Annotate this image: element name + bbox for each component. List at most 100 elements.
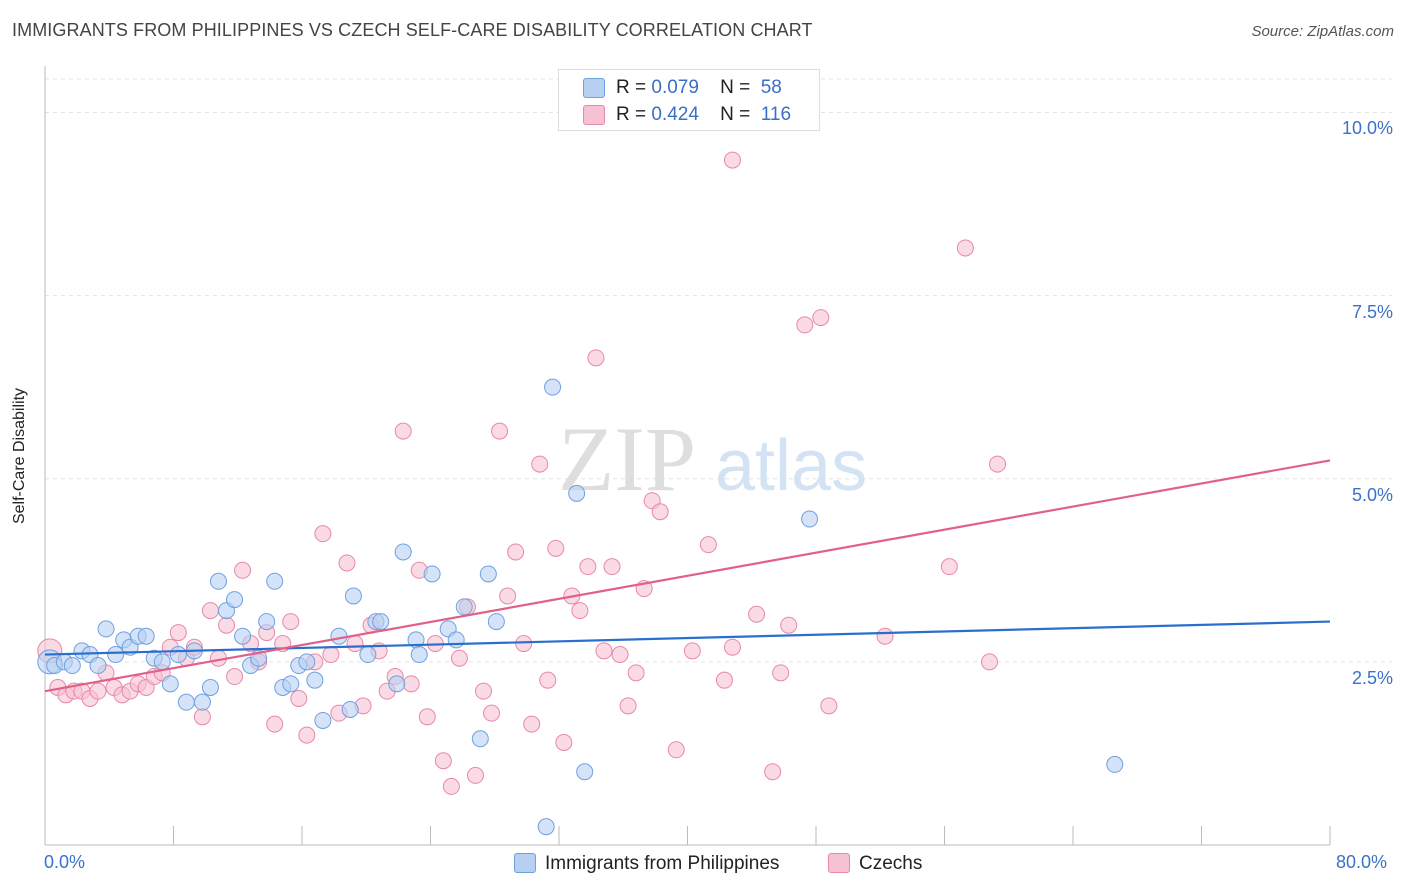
czechs-point bbox=[611, 646, 629, 664]
philippines-point bbox=[394, 543, 412, 561]
legend-swatch-czechs bbox=[583, 105, 605, 125]
czechs-point bbox=[571, 602, 589, 620]
czechs-point bbox=[876, 627, 894, 645]
y-tick-label: 10.0% bbox=[1341, 118, 1393, 139]
czechs-point bbox=[723, 151, 741, 169]
philippines-point bbox=[544, 378, 562, 396]
philippines-point bbox=[282, 675, 300, 693]
legend-n-value-czechs: 116 bbox=[760, 104, 792, 125]
czechs-point bbox=[683, 642, 701, 660]
philippines-point bbox=[537, 818, 555, 836]
legend-n-label: N = bbox=[720, 104, 751, 125]
czechs-point bbox=[603, 558, 621, 576]
x-min-label: 0.0% bbox=[44, 852, 86, 872]
czechs-point bbox=[394, 422, 412, 440]
philippines-point bbox=[359, 646, 377, 664]
philippines-point bbox=[161, 675, 179, 693]
czechs-point bbox=[226, 668, 244, 686]
czechs-point bbox=[595, 642, 613, 660]
czechs-point bbox=[748, 605, 766, 623]
philippines-point bbox=[234, 627, 252, 645]
czechs-point bbox=[579, 558, 597, 576]
legend-r-value-philippines: 0.079 bbox=[651, 77, 699, 98]
philippines-point bbox=[201, 679, 219, 697]
czechs-point bbox=[491, 422, 509, 440]
philippines-point bbox=[193, 693, 211, 711]
czechs-point bbox=[980, 653, 998, 671]
czechs-point bbox=[193, 708, 211, 726]
philippines-point bbox=[266, 572, 284, 590]
czechs-point bbox=[218, 616, 236, 634]
czechs-point bbox=[322, 646, 340, 664]
czechs-point bbox=[515, 635, 533, 653]
philippines-point bbox=[388, 675, 406, 693]
philippines-point bbox=[153, 653, 171, 671]
czechs-point bbox=[812, 309, 830, 327]
czechs-point bbox=[796, 316, 814, 334]
czechs-point bbox=[418, 708, 436, 726]
y-tick-label: 7.5% bbox=[1351, 301, 1393, 322]
y-tick-label: 5.0% bbox=[1351, 484, 1393, 505]
czechs-point bbox=[450, 649, 468, 667]
philippines-point bbox=[447, 631, 465, 649]
trend-line-czechs bbox=[44, 459, 1331, 693]
philippines-point bbox=[258, 613, 276, 631]
czechs-point bbox=[667, 741, 685, 759]
philippines-point bbox=[410, 646, 428, 664]
philippines-point bbox=[298, 653, 316, 671]
czechs-point bbox=[290, 689, 308, 707]
czechs-point bbox=[266, 715, 284, 733]
philippines-point bbox=[344, 587, 362, 605]
x-max-label: 80.0% bbox=[1336, 852, 1388, 872]
czechs-point bbox=[531, 455, 549, 473]
legend-n-label: N = bbox=[720, 77, 751, 98]
czechs-point bbox=[89, 682, 107, 700]
czechs-point bbox=[764, 763, 782, 781]
philippines-point bbox=[226, 591, 244, 609]
czechs-point bbox=[699, 536, 717, 554]
czechs-point bbox=[234, 561, 252, 579]
philippines-point bbox=[314, 711, 332, 729]
bottom-legend-label-czechs: Czechs bbox=[859, 853, 923, 874]
y-tick-label: 2.5% bbox=[1351, 667, 1393, 688]
czechs-point bbox=[338, 554, 356, 572]
legend-n-value-philippines: 58 bbox=[760, 77, 782, 98]
czechs-point bbox=[956, 239, 974, 257]
legend-r-label: R = bbox=[616, 104, 647, 125]
czechs-point bbox=[547, 539, 565, 557]
czechs-point bbox=[282, 613, 300, 631]
czechs-point bbox=[715, 671, 733, 689]
bottom-legend-swatch-czechs bbox=[828, 853, 850, 873]
trend-line-philippines bbox=[44, 620, 1331, 656]
czechs-point bbox=[507, 543, 525, 561]
czechs-point bbox=[619, 697, 637, 715]
trend-lines bbox=[44, 459, 1331, 693]
czechs-point bbox=[989, 455, 1007, 473]
czechs-point bbox=[475, 682, 493, 700]
philippines-point bbox=[137, 627, 155, 645]
axes bbox=[44, 66, 1331, 846]
czechs-point bbox=[201, 602, 219, 620]
czechs-point bbox=[523, 715, 541, 733]
czechs-point bbox=[346, 635, 364, 653]
czechs-point bbox=[780, 616, 798, 634]
philippines-point bbox=[169, 646, 187, 664]
watermark: ZIP atlas bbox=[558, 408, 867, 510]
philippines-point bbox=[107, 646, 125, 664]
philippines-point bbox=[455, 598, 473, 616]
czechs-point bbox=[723, 638, 741, 656]
philippines-point bbox=[209, 572, 227, 590]
czechs-point bbox=[772, 664, 790, 682]
czechs-point bbox=[940, 558, 958, 576]
legend-r-label: R = bbox=[616, 77, 647, 98]
philippines-points bbox=[37, 378, 1124, 836]
philippines-point bbox=[576, 763, 594, 781]
czechs-point bbox=[820, 697, 838, 715]
czechs-point bbox=[555, 733, 573, 751]
legend-swatch-philippines bbox=[583, 78, 605, 98]
czechs-point bbox=[298, 726, 316, 744]
chart-title: IMMIGRANTS FROM PHILIPPINES VS CZECH SEL… bbox=[12, 20, 813, 40]
bottom-legend-swatch-philippines bbox=[514, 853, 536, 873]
philippines-point bbox=[97, 620, 115, 638]
